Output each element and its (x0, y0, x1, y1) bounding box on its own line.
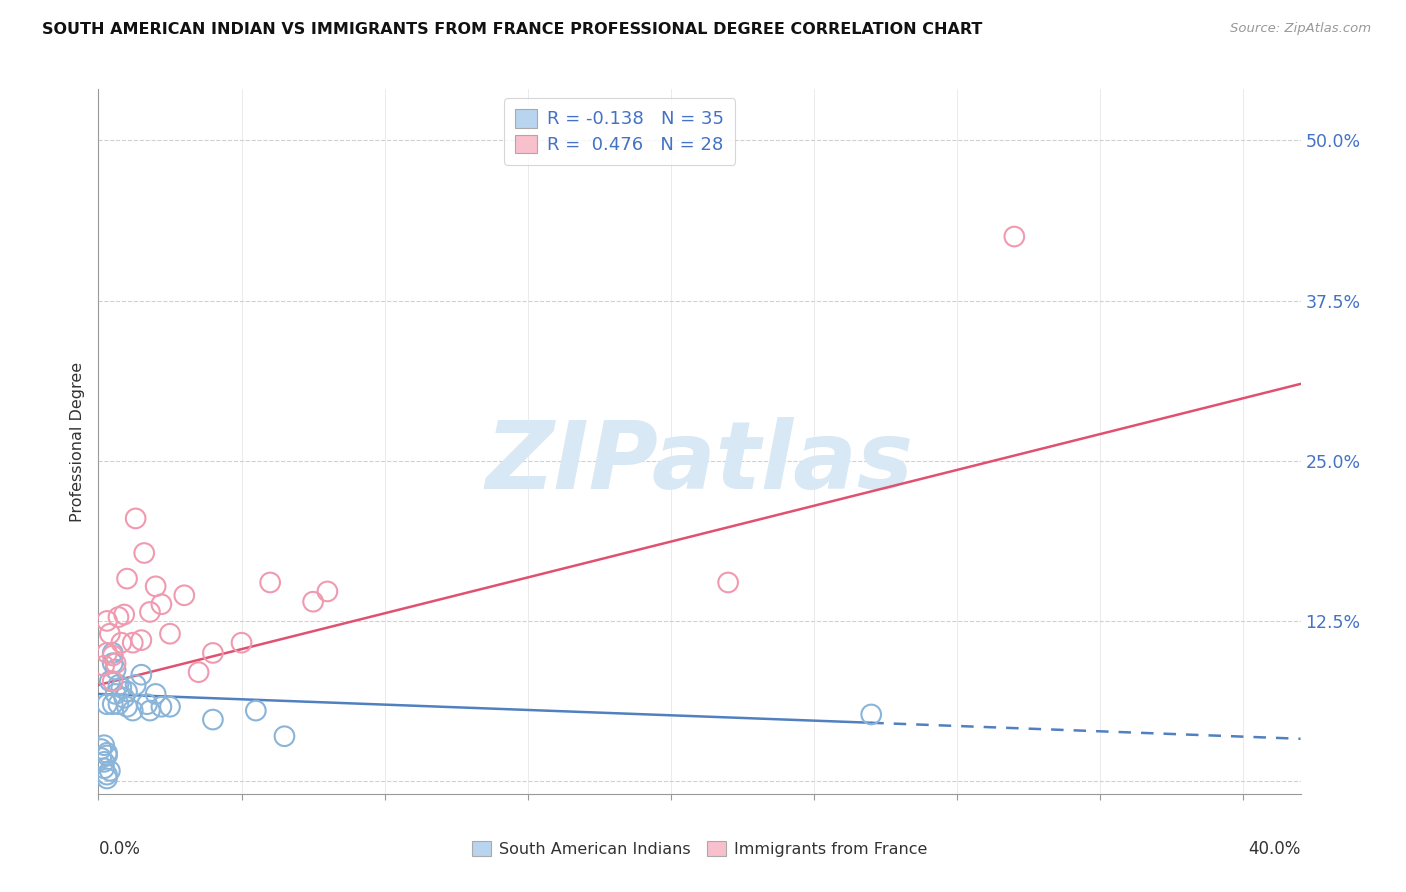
Point (860, 707, 883, 722)
Point (96, 614, 118, 628)
Point (201, 713, 224, 727)
Point (104, 687, 127, 701)
Point (96, 646, 118, 660)
Point (187, 665, 209, 680)
Text: ZIPatlas: ZIPatlas (485, 417, 914, 508)
Point (101, 674, 124, 689)
Point (93, 761, 115, 775)
Point (115, 699, 138, 714)
Point (139, 605, 162, 619)
Point (145, 579, 167, 593)
Point (124, 678, 146, 692)
Point (96, 697, 118, 711)
Point (717, 575, 740, 590)
Point (107, 610, 129, 624)
Point (90, 751, 112, 765)
Point (259, 575, 281, 590)
Point (112, 607, 135, 622)
Point (93, 755, 115, 769)
Text: 0.0%: 0.0% (98, 839, 141, 858)
Legend: South American Indians, Immigrants from France: South American Indians, Immigrants from … (465, 835, 934, 863)
Point (1002, 229, 1025, 244)
Point (101, 697, 124, 711)
Point (107, 697, 129, 711)
Point (121, 636, 143, 650)
Point (98, 674, 121, 689)
Text: 40.0%: 40.0% (1249, 839, 1301, 858)
Point (124, 511, 146, 525)
Point (98, 626, 121, 640)
Point (96, 767, 118, 781)
Point (98, 764, 121, 778)
Point (150, 597, 173, 611)
Point (115, 684, 138, 698)
Point (107, 678, 129, 692)
Point (302, 595, 325, 609)
Point (145, 687, 167, 701)
Point (273, 729, 295, 743)
Point (139, 704, 162, 718)
Text: Source: ZipAtlas.com: Source: ZipAtlas.com (1230, 22, 1371, 36)
Point (104, 663, 127, 677)
Point (134, 546, 156, 560)
Point (96, 772, 118, 786)
Point (101, 648, 124, 663)
Point (159, 699, 181, 714)
Point (115, 572, 138, 586)
Y-axis label: Professional Degree: Professional Degree (70, 361, 86, 522)
Point (90, 742, 112, 756)
Text: SOUTH AMERICAN INDIAN VS IMMIGRANTS FROM FRANCE PROFESSIONAL DEGREE CORRELATION : SOUTH AMERICAN INDIAN VS IMMIGRANTS FROM… (42, 22, 983, 37)
Point (110, 681, 132, 695)
Point (96, 748, 118, 763)
Point (96, 746, 118, 760)
Point (110, 636, 132, 650)
Point (93, 658, 115, 673)
Point (173, 588, 195, 602)
Point (121, 704, 143, 718)
Point (101, 656, 124, 670)
Point (112, 690, 135, 705)
Point (131, 633, 153, 648)
Point (316, 584, 339, 599)
Point (104, 656, 127, 670)
Point (136, 697, 159, 711)
Point (101, 646, 124, 660)
Point (159, 626, 181, 640)
Point (93, 738, 115, 752)
Point (150, 699, 173, 714)
Point (131, 667, 153, 681)
Point (201, 646, 224, 660)
Point (245, 704, 267, 718)
Point (231, 636, 253, 650)
